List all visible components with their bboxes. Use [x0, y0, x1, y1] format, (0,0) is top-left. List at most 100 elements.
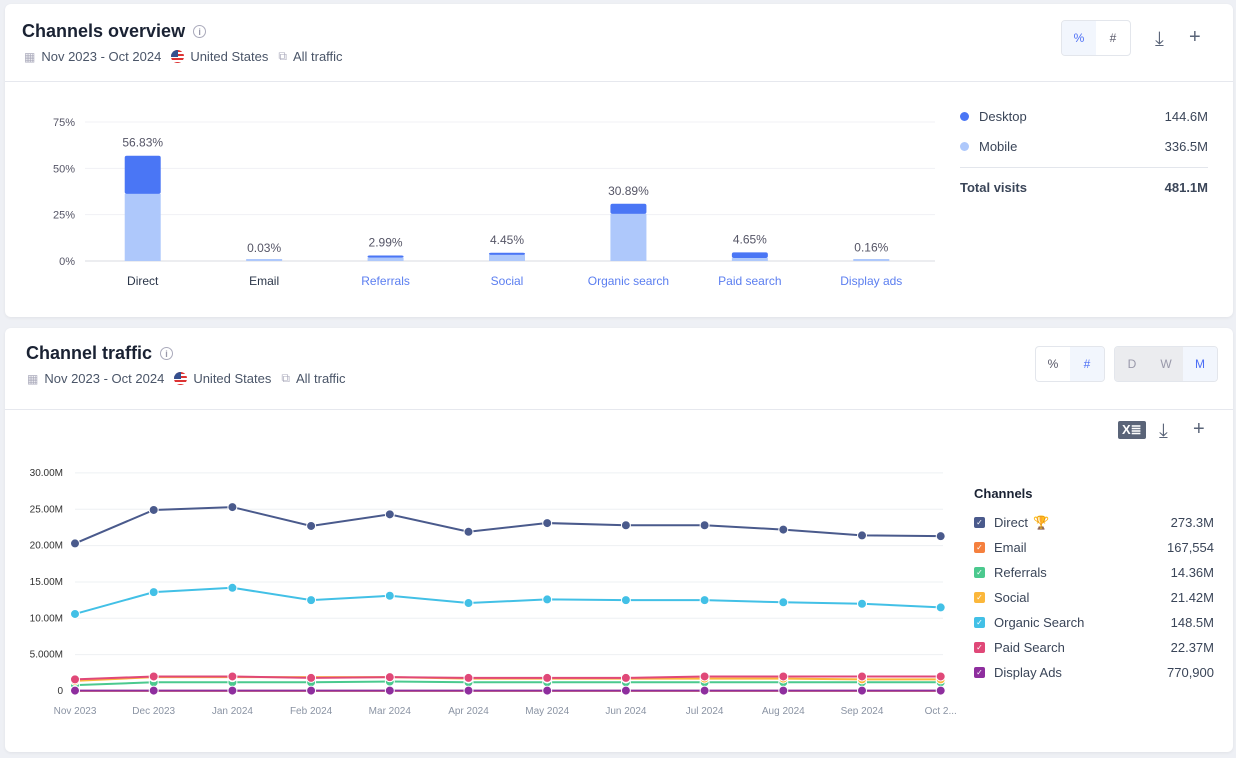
legend-paid-search[interactable]: ✓ Paid Search 22.37M: [974, 635, 1214, 660]
week-toggle[interactable]: W: [1149, 347, 1183, 381]
checkbox-icon[interactable]: ✓: [974, 592, 985, 603]
number-toggle[interactable]: #: [1109, 31, 1117, 45]
point-organic-search: [778, 597, 789, 608]
x-tick-label: Jun 2024: [605, 706, 647, 717]
category-label[interactable]: Organic search: [588, 274, 669, 288]
point-display-ads: [227, 685, 238, 696]
bar-desktop: [489, 252, 525, 255]
legend-direct[interactable]: ✓ Direct 🏆 273.3M: [974, 510, 1214, 535]
checkbox-icon[interactable]: ✓: [974, 542, 985, 553]
legend-label: Display Ads: [994, 665, 1062, 680]
point-display-ads: [384, 685, 395, 696]
number-toggle[interactable]: #: [1070, 347, 1104, 381]
point-direct: [463, 526, 474, 537]
bar-mobile: [610, 213, 647, 261]
point-display-ads: [778, 685, 789, 696]
point-paid-search: [384, 672, 395, 683]
y-tick-label: 25.00M: [30, 504, 63, 515]
legend-display-ads[interactable]: ✓ Display Ads 770,900: [974, 660, 1214, 685]
legend-label: Organic Search: [994, 615, 1085, 630]
percent-toggle[interactable]: %: [1047, 357, 1059, 371]
data-label: 0.03%: [247, 241, 281, 255]
category-label: Email: [249, 274, 279, 288]
legend-label: Direct: [994, 515, 1028, 530]
legend-title: Channels: [974, 486, 1033, 501]
point-display-ads: [148, 685, 159, 696]
legend-email[interactable]: ✓ Email 167,554: [974, 535, 1214, 560]
checkbox-icon[interactable]: ✓: [974, 517, 985, 528]
filters: ▦ Nov 2023 - Oct 2024 United States ⧉ All …: [27, 371, 346, 386]
point-direct: [306, 520, 317, 531]
card-title: Channels overview i: [22, 21, 207, 42]
x-tick-label: Oct 2...: [925, 706, 957, 717]
line-chart: 0 5.000M 10.00M 15.00M 20.00M 25.00M 30.00M Nov…: [30, 468, 957, 717]
point-direct: [384, 509, 395, 520]
x-tick-label: Jul 2024: [686, 706, 724, 717]
point-direct: [699, 520, 710, 531]
us-flag-icon: [171, 50, 185, 63]
legend-value: 22.37M: [1170, 640, 1214, 655]
legend-label: Paid Search: [994, 640, 1065, 655]
bar-mobile: [853, 259, 890, 261]
point-paid-search: [620, 672, 631, 683]
legend-organic-search[interactable]: ✓ Organic Search 148.5M: [974, 610, 1214, 635]
data-label: 4.65%: [733, 232, 767, 246]
add-icon[interactable]: +: [1193, 418, 1205, 440]
devices-icon: ⧉: [281, 371, 290, 385]
info-icon[interactable]: i: [193, 25, 207, 38]
bar-desktop: [610, 203, 647, 214]
category-label[interactable]: Paid search: [718, 274, 781, 288]
legend-mobile[interactable]: Mobile 336.5M: [960, 131, 1208, 161]
point-organic-search: [148, 587, 159, 598]
line-paid-search: [74, 675, 941, 681]
data-label: 4.45%: [490, 233, 524, 247]
info-icon[interactable]: i: [160, 347, 174, 360]
percent-toggle[interactable]: %: [1062, 21, 1096, 55]
legend-desktop[interactable]: Desktop 144.6M: [960, 101, 1208, 131]
legend-referrals[interactable]: ✓ Referrals 14.36M: [974, 560, 1214, 585]
point-organic-search: [620, 595, 631, 606]
line-referrals: [74, 680, 941, 687]
point-organic-search: [699, 595, 710, 606]
line-organic-search: [74, 586, 941, 615]
bar-chart: 0% 25% 50% 75% 56.83% Direct 0.03% Email 2.99% Re…: [53, 117, 935, 288]
checkbox-icon[interactable]: ✓: [974, 667, 985, 678]
bar-mobile: [731, 258, 768, 261]
category-label[interactable]: Display ads: [840, 274, 902, 288]
point-display-ads: [699, 685, 710, 696]
category-label[interactable]: Referrals: [361, 274, 410, 288]
point-direct: [935, 531, 946, 542]
point-paid-search: [699, 671, 710, 682]
add-icon[interactable]: +: [1189, 26, 1201, 48]
legend-value: 21.42M: [1170, 590, 1214, 605]
download-icon[interactable]: ⤓: [1155, 28, 1164, 50]
download-icon[interactable]: ⤓: [1159, 420, 1168, 442]
us-flag-icon: [174, 372, 188, 385]
category-label[interactable]: Social: [491, 274, 524, 288]
checkbox-icon[interactable]: ✓: [974, 567, 985, 578]
divider: [960, 167, 1208, 168]
excel-export-icon[interactable]: X≣: [1118, 421, 1146, 439]
x-tick-label: Nov 2023: [54, 706, 97, 717]
y-tick-label: 0%: [59, 256, 75, 268]
legend-social[interactable]: ✓ Social 21.42M: [974, 585, 1214, 610]
data-label: 2.99%: [369, 235, 403, 249]
checkbox-icon[interactable]: ✓: [974, 642, 985, 653]
y-tick-label: 30.00M: [30, 468, 63, 479]
channels-legend: Channels ✓ Direct 🏆 273.3M ✓ Email 167,554 ✓ Ref…: [974, 486, 1214, 685]
point-display-ads: [542, 685, 553, 696]
x-tick-label: Dec 2023: [132, 706, 175, 717]
day-toggle[interactable]: D: [1115, 347, 1149, 381]
bar-desktop: [367, 255, 404, 258]
bar-mobile: [367, 257, 404, 261]
month-toggle[interactable]: M: [1183, 347, 1217, 381]
point-display-ads: [70, 685, 80, 696]
x-tick-label: Feb 2024: [290, 706, 333, 717]
x-tick-label: Jan 2024: [212, 706, 254, 717]
y-tick-label: 5.000M: [30, 650, 63, 661]
checkbox-icon[interactable]: ✓: [974, 617, 985, 628]
y-tick-label: 20.00M: [30, 541, 63, 552]
x-tick-label: Mar 2024: [369, 706, 412, 717]
point-organic-search: [384, 590, 395, 601]
legend-value: 14.36M: [1170, 565, 1214, 580]
